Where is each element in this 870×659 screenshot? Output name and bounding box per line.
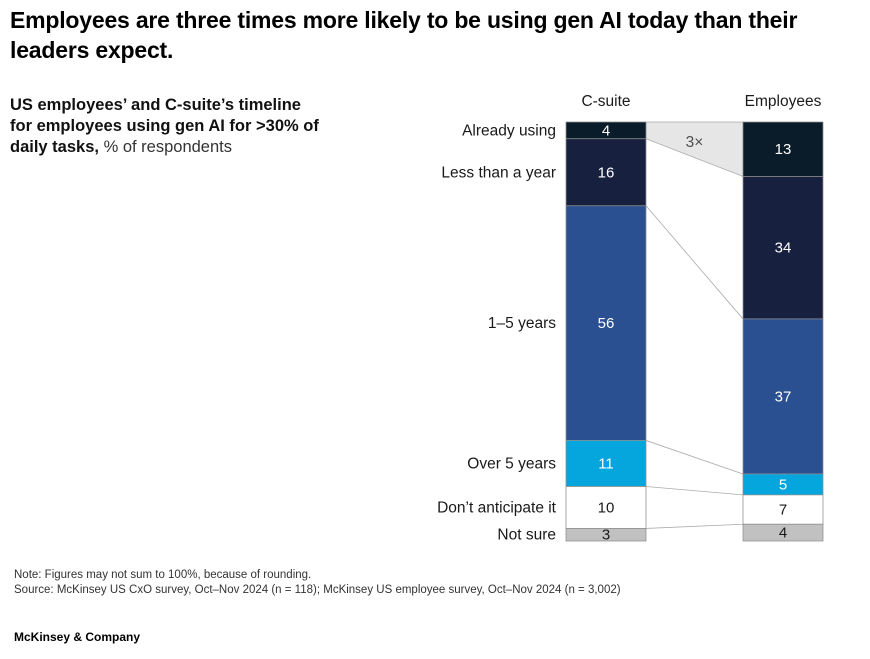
- category-label: Already using: [462, 122, 556, 139]
- ratio-annotation: 3×: [686, 134, 704, 151]
- subtitle-bold: US employees’ and C-suite’s timeline for…: [10, 96, 319, 156]
- category-label: Don’t anticipate it: [437, 499, 557, 516]
- bar-segment: [742, 121, 824, 177]
- connector-line: [645, 486, 744, 496]
- category-label: 1–5 years: [488, 315, 556, 332]
- segment-value: 16: [598, 164, 615, 181]
- category-label: Less than a year: [441, 164, 556, 181]
- segment-value: 37: [775, 388, 792, 405]
- bar-segment: [565, 486, 647, 529]
- segment-value: 4: [779, 525, 787, 542]
- footnotes: Note: Figures may not sum to 100%, becau…: [14, 568, 854, 598]
- chart-title: Employees are three times more likely to…: [10, 7, 798, 63]
- segment-value: 13: [775, 141, 792, 158]
- bar-segment: [742, 318, 824, 475]
- segment-value: 11: [598, 455, 614, 472]
- connector-line: [645, 523, 744, 529]
- segment-value: 34: [775, 240, 792, 257]
- chart-subtitle: US employees’ and C-suite’s timeline for…: [10, 95, 322, 158]
- bar-segment: [565, 138, 647, 207]
- category-label: Over 5 years: [467, 455, 556, 472]
- bar-segment: [742, 494, 824, 525]
- bar-segment: [742, 523, 824, 542]
- column-header-employees: Employees: [745, 93, 822, 110]
- segment-value: 4: [602, 122, 610, 139]
- subtitle-unit: % of respondents: [98, 138, 232, 156]
- bar-segment: [565, 440, 647, 487]
- segment-value: 5: [779, 476, 787, 493]
- mckinsey-brand: McKinsey & Company: [14, 630, 141, 644]
- bar-segment: [565, 205, 647, 441]
- column-header-c-suite: C-suite: [581, 93, 630, 110]
- segment-value: 7: [779, 502, 787, 519]
- source-text: Source: McKinsey US CxO survey, Oct–Nov …: [14, 584, 621, 596]
- connector-line: [645, 205, 744, 320]
- connector-line: [645, 440, 744, 475]
- segment-value: 3: [602, 527, 610, 544]
- bar-segment: [565, 528, 647, 542]
- note-text: Note: Figures may not sum to 100%, becau…: [14, 569, 312, 581]
- segment-value: 10: [598, 499, 615, 516]
- category-label: Not sure: [497, 527, 556, 544]
- segment-value: 56: [598, 315, 615, 332]
